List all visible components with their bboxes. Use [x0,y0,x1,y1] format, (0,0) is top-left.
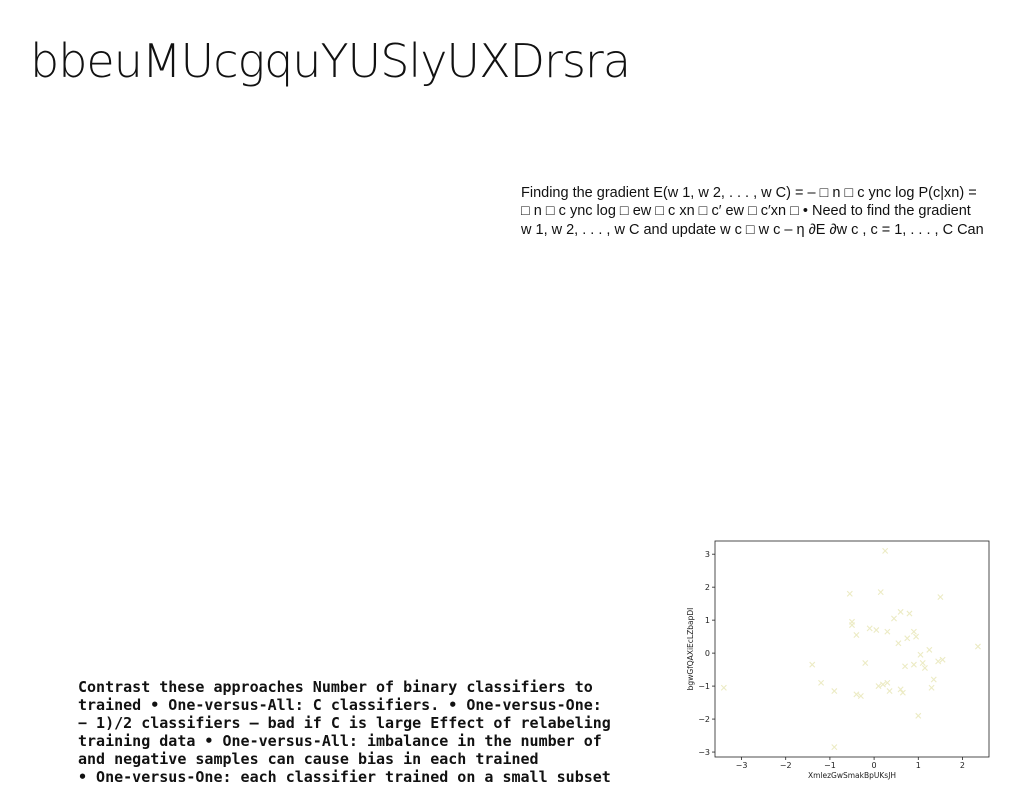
y-tick-label: 2 [705,583,710,592]
y-tick-label: 1 [705,616,710,625]
data-point [857,693,864,699]
data-point [930,676,937,683]
y-axis-label: bgwGfQAXiEcLZbapDI [686,608,695,691]
data-point [884,679,891,686]
data-point [873,627,880,634]
data-points [720,547,981,751]
text-line: Finding the gradient E(w 1, w 2, . . . ,… [521,185,977,201]
data-point [853,691,860,698]
data-point [895,640,902,647]
data-point [913,633,920,640]
text-line: w 1, w 2, . . . , w C and update w c □ w… [521,221,984,238]
data-point [915,712,922,719]
data-point [831,688,838,695]
data-point [720,684,727,691]
x-tick-label: 1 [916,761,921,770]
data-point [935,658,942,665]
data-point [897,608,904,615]
data-point [884,628,891,635]
data-point [904,635,911,642]
data-point [846,590,853,597]
data-point [919,660,926,667]
contrast-text-block: Contrast these approaches Number of bina… [78,678,618,786]
data-point [875,683,882,690]
data-point [879,681,886,688]
data-point [886,688,893,695]
y-axis-ticks: 3 2 1 0 −1 −2 −3 [698,550,715,757]
data-point [926,646,933,653]
y-tick-label: 3 [705,550,710,559]
gradient-text-block: Finding the gradient E(w 1, w 2, . . . ,… [521,184,1021,239]
y-tick-label: −3 [698,748,710,757]
data-point [902,663,909,670]
plot-frame [714,540,990,758]
data-point [906,610,913,617]
data-point [917,651,924,658]
data-point [928,684,935,691]
data-point [882,547,889,554]
x-axis-label: XmlezGwSmakBpUKsJH [808,771,896,780]
data-point [862,660,869,667]
data-point [974,643,981,650]
data-point [849,622,855,629]
x-tick-label: 2 [960,761,965,770]
x-tick-label: 0 [872,761,877,770]
page-title: bbeuMUcgquYUSlyUXDrsra [30,34,631,88]
x-tick-label: −1 [824,761,836,770]
data-point [899,689,906,696]
data-point [910,661,917,668]
text-line: − 1)/2 classifiers – bad if C is large E… [78,714,618,732]
data-point [866,625,873,632]
y-tick-label: −2 [698,715,710,724]
data-point [921,664,928,671]
scatter-chart: −3 −2 −1 0 1 2 3 2 1 0 −1 −2 −3 XmlezGwSmakBpUKsJH … [684,536,994,786]
data-point [890,615,897,622]
y-tick-label: −1 [698,682,710,691]
text-line: □ n □ c ync log □ ew □ c xn □ c′ ew □ c′… [521,203,971,220]
data-point [937,594,944,601]
text-line: and negative samples can cause bias in e… [78,750,539,768]
text-line: Contrast these approaches Number of bina… [78,678,593,696]
data-point [939,656,946,663]
text-line: trained • One-versus-All: C classifiers.… [78,696,602,714]
x-tick-label: −2 [780,761,792,770]
data-point [853,631,860,638]
x-axis-ticks: −3 −2 −1 0 1 2 [736,757,965,770]
y-tick-label: 0 [705,649,710,658]
data-point [910,628,917,635]
data-point [877,589,884,596]
data-point [831,744,838,751]
data-point [809,661,816,668]
data-point [897,686,904,693]
data-point [818,679,825,686]
x-tick-label: −3 [736,761,748,770]
text-line: • One-versus-One: each classifier traine… [78,768,611,786]
text-line: training data • One-versus-All: imbalanc… [78,732,602,750]
